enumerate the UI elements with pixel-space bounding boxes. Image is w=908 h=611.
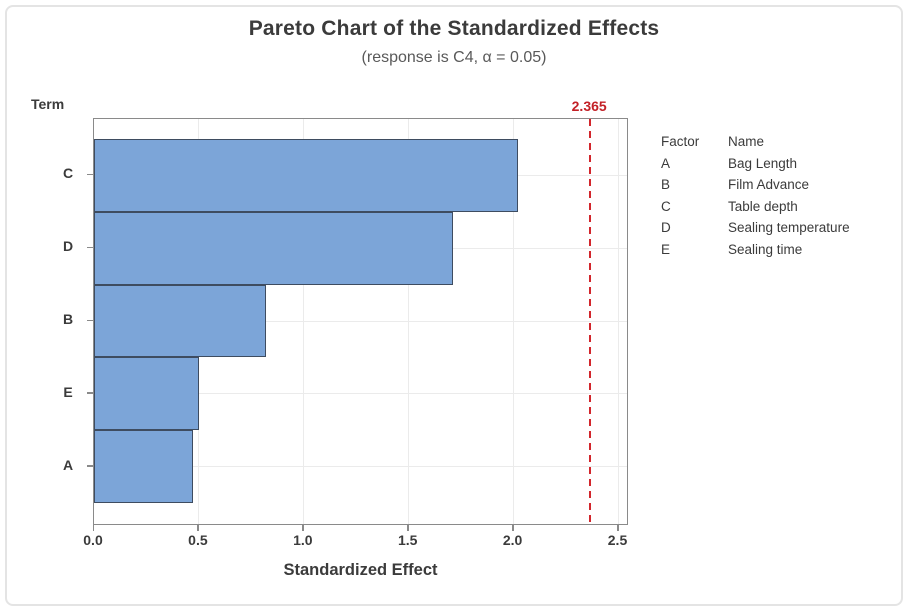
legend-name-D: Sealing temperature [728, 220, 850, 236]
legend-name-E: Sealing time [728, 241, 803, 257]
x-tick-label: 1.5 [397, 532, 418, 548]
gridline-horizontal [94, 466, 627, 468]
y-axis-tick [87, 173, 93, 176]
legend-factor-A: A [661, 155, 671, 171]
legend-header-factor: Factor [661, 134, 700, 149]
legend-name-C: Table depth [728, 198, 798, 214]
y-axis-tick [87, 246, 93, 249]
x-axis-tick [302, 525, 304, 531]
legend-header-name: Name [728, 134, 765, 149]
y-category-label: B [62, 311, 74, 327]
x-tick-label: 1.0 [293, 532, 313, 548]
legend-row: E Sealing time [661, 239, 850, 261]
y-category-label: C [62, 165, 74, 182]
y-axis-title: Term [31, 96, 65, 112]
gridline-vertical [408, 119, 410, 524]
gridline-vertical [618, 119, 619, 524]
y-axis-tick [87, 465, 93, 467]
x-axis-tick [92, 525, 94, 531]
legend-name-A: Bag Length [728, 155, 798, 171]
legend-header: Factor Name [661, 131, 850, 153]
chart-title: Pareto Chart of the Standardized Effects [248, 17, 660, 40]
chart-subtitle: (response is C4, α = 0.05) [361, 49, 547, 66]
bar-B [94, 284, 267, 358]
y-category-label: D [62, 238, 74, 255]
y-category-label: E [63, 383, 73, 400]
gridline-horizontal [94, 320, 627, 322]
reference-line-label: 2.365 [571, 98, 607, 114]
x-tick-label: 0.0 [83, 532, 103, 548]
bar-E [94, 357, 199, 431]
x-axis-tick [197, 525, 199, 531]
x-tick-label: 0.5 [188, 532, 208, 548]
x-axis-tick [407, 525, 409, 531]
x-axis-tick [512, 525, 514, 531]
y-axis-tick [87, 319, 93, 321]
y-axis-tick [87, 392, 93, 394]
reference-line [589, 119, 592, 524]
legend-row: B Film Advance [661, 174, 850, 196]
gridline-vertical [303, 119, 305, 524]
legend-row: D Sealing temperature [661, 217, 850, 239]
legend: Factor Name A Bag Length B Film Advance C Tab… [661, 131, 850, 261]
legend-factor-E: E [661, 241, 671, 257]
legend-factor-B: B [661, 177, 671, 193]
legend-row: C Table depth [661, 196, 850, 218]
x-tick-label: 2.5 [607, 532, 628, 548]
bar-C [94, 139, 518, 212]
bar-A [94, 430, 193, 503]
bar-D [94, 211, 453, 285]
plot-area [93, 118, 628, 525]
legend-factor-C: C [661, 198, 671, 214]
gridline-horizontal [94, 393, 627, 395]
legend-row: A Bag Length [661, 153, 850, 175]
legend-factor-D: D [661, 220, 671, 236]
x-tick-label: 2.0 [502, 532, 523, 548]
gridline-vertical [513, 119, 515, 524]
legend-name-B: Film Advance [728, 177, 810, 193]
x-axis-title: Standardized Effect [283, 561, 438, 579]
y-category-label: A [62, 456, 74, 473]
x-axis-tick [617, 525, 619, 531]
